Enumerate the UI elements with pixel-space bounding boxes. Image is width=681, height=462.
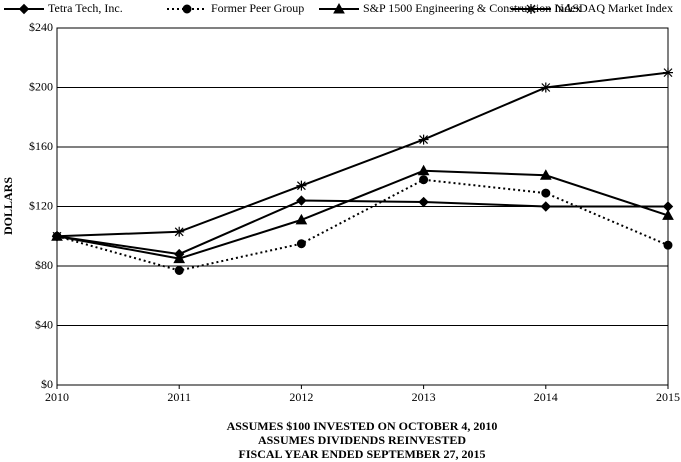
y-tick-label: $120 (29, 198, 53, 212)
legend-entry: NASDAQ Market Index (511, 1, 673, 15)
y-tick-label: $0 (41, 377, 53, 391)
legend-entry: Former Peer Group (167, 1, 304, 15)
y-axis-label: DOLLARS (1, 177, 15, 235)
x-tick-label: 2012 (289, 390, 313, 404)
marker (173, 252, 186, 264)
footnote: FISCAL YEAR ENDED SEPTEMBER 27, 2015 (239, 447, 486, 461)
series-line (56, 71, 669, 238)
marker (296, 180, 307, 191)
series-line (56, 169, 669, 260)
footnote: ASSUMES $100 INVESTED ON OCTOBER 4, 2010 (227, 419, 498, 433)
marker (18, 3, 30, 15)
legend-entry: S&P 1500 Engineering & Construction Inde… (319, 1, 582, 15)
series-line (56, 199, 668, 256)
marker (418, 196, 429, 208)
marker (52, 231, 62, 242)
x-tick-label: 2010 (45, 390, 69, 404)
marker (295, 213, 308, 225)
legend-label: S&P 1500 Engineering & Construction Inde… (363, 1, 582, 15)
y-tick-label: $240 (29, 20, 53, 34)
marker (417, 164, 430, 176)
marker (539, 169, 552, 180)
marker (296, 239, 306, 249)
marker (540, 82, 551, 93)
marker (419, 175, 429, 185)
legend-label: NASDAQ Market Index (555, 1, 673, 15)
legend-entry: Tetra Tech, Inc. (4, 1, 123, 15)
marker (663, 240, 673, 250)
legend-label: Former Peer Group (211, 1, 304, 15)
marker (182, 4, 192, 14)
x-tick-label: 2013 (412, 390, 436, 404)
marker (174, 226, 185, 237)
marker (662, 209, 674, 220)
series-line (56, 178, 669, 272)
y-tick-label: $80 (35, 258, 53, 272)
x-tick-label: 2015 (656, 390, 680, 404)
x-tick-label: 2011 (167, 390, 191, 404)
marker (418, 134, 429, 145)
marker (541, 188, 551, 198)
footnote: ASSUMES DIVIDENDS REINVESTED (258, 433, 466, 447)
marker (540, 201, 552, 212)
y-tick-label: $200 (29, 79, 53, 93)
marker (296, 195, 307, 206)
marker (663, 67, 673, 78)
y-tick-label: $40 (35, 317, 53, 331)
legend-label: Tetra Tech, Inc. (48, 1, 123, 15)
x-tick-label: 2014 (534, 390, 558, 404)
marker (333, 2, 345, 14)
y-tick-label: $160 (29, 139, 53, 153)
marker (526, 4, 536, 14)
marker (174, 265, 184, 275)
